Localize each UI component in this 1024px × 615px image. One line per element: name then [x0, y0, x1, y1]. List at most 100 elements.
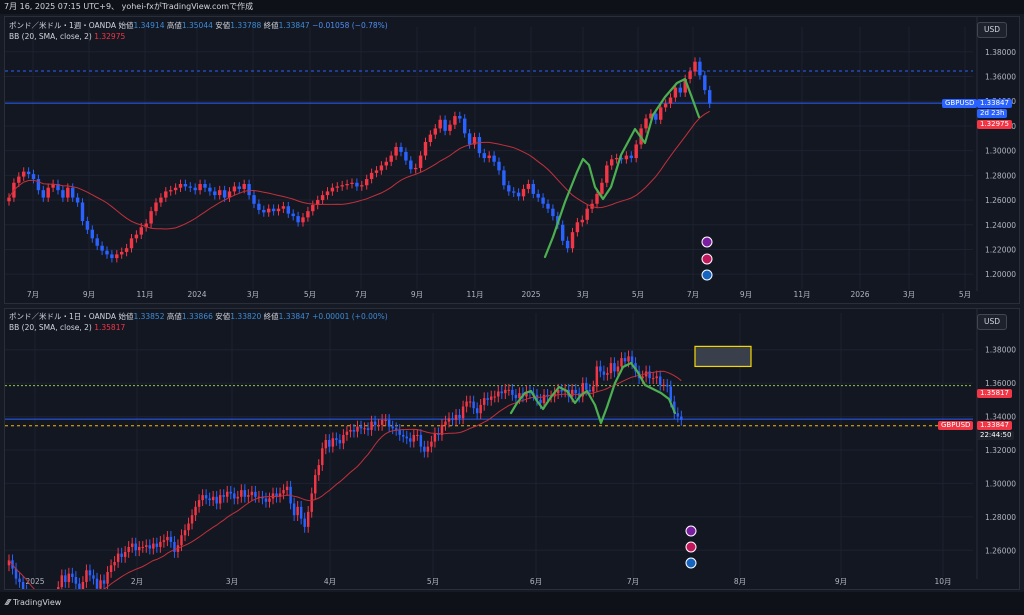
candle-body — [433, 433, 437, 442]
candle-body — [443, 119, 447, 131]
candle-body — [61, 190, 65, 198]
candle-body — [233, 493, 236, 499]
candle-body — [352, 429, 356, 432]
candle-body — [148, 545, 152, 549]
candle-body — [595, 366, 599, 387]
candle-body — [222, 190, 227, 198]
candle-body — [651, 378, 655, 380]
daily-chart-pane[interactable]: 1.38000 1.36000 1.34000 1.32000 1.30000 1.280… — [4, 308, 1020, 590]
candle-body — [663, 103, 668, 108]
weekly-low-label: 安値 — [215, 21, 231, 30]
candle-body — [384, 161, 389, 166]
candle-body — [113, 561, 116, 566]
candle-body — [680, 416, 683, 420]
candle-body — [482, 153, 487, 159]
weekly-low-value: 1.33788 — [230, 21, 262, 30]
y-tick-label: 1.28000 — [985, 513, 1016, 522]
candle-body — [75, 197, 80, 203]
candle-body — [178, 184, 183, 188]
candle-body — [539, 399, 542, 404]
candle-body — [416, 434, 419, 436]
candle-body — [60, 575, 64, 588]
x-tick-label: 7月 — [355, 290, 367, 299]
candle-body — [271, 493, 275, 499]
candle-body — [237, 186, 242, 189]
candle-body — [461, 406, 465, 419]
candle-body — [384, 419, 387, 421]
candle-body — [67, 573, 71, 583]
candle-body — [266, 208, 271, 213]
x-tick-label: 7月 — [27, 290, 39, 299]
x-tick-label: 9月 — [740, 290, 752, 299]
candle-body — [311, 205, 315, 212]
candle-body — [458, 414, 461, 419]
candle-body — [315, 200, 320, 205]
candle-body — [296, 506, 299, 516]
x-tick-label: 8月 — [734, 577, 746, 586]
candle-body — [673, 87, 678, 98]
candle-body — [490, 396, 493, 400]
x-tick-label: 9月 — [83, 290, 95, 299]
candle-body — [658, 376, 662, 385]
x-tick-label: 9月 — [835, 577, 847, 586]
weekly-chart-pane[interactable]: 1.380001.360001.340001.320001.300001.280… — [4, 16, 1020, 304]
candle-body — [412, 434, 416, 442]
candle-body — [405, 436, 408, 439]
candle-body — [299, 506, 303, 519]
candle-body — [644, 118, 648, 129]
candle-body — [551, 208, 555, 217]
y-tick-label: 1.30000 — [985, 147, 1016, 156]
candle-body — [183, 184, 188, 187]
candle-body — [467, 133, 472, 145]
daily-price-tag: 1.33847 — [977, 421, 1012, 430]
candle-body — [507, 389, 511, 391]
candle-body — [173, 541, 176, 552]
candle-body — [350, 182, 354, 184]
candle-body — [575, 222, 580, 233]
candle-body — [328, 439, 331, 447]
lightning-event-icon — [685, 525, 697, 537]
x-tick-label: 3月 — [226, 577, 238, 586]
candle-body — [428, 134, 433, 142]
y-tick-label: 1.34000 — [985, 413, 1016, 422]
candle-body — [276, 208, 281, 212]
tradingview-logo[interactable]: ⁄⁄⁄ TradingView — [6, 598, 61, 607]
weekly-legend: ポンド／米ドル・1週・OANDA 始値1.34914 高値1.35044 安値1… — [9, 20, 388, 42]
daily-symbol-tag: GBPUSD — [938, 421, 974, 430]
candle-body — [14, 568, 18, 579]
candle-body — [310, 493, 313, 512]
candle-body — [105, 250, 109, 255]
candle-body — [154, 202, 158, 212]
currency-button-daily[interactable]: USD — [977, 314, 1007, 330]
candle-body — [218, 495, 222, 504]
chart-header: 7月 16, 2025 07:15 UTC+9、 yohei-fxがTradin… — [0, 0, 1024, 14]
candle-body — [507, 185, 511, 192]
weekly-bb-label: BB (20, SMA, close, 2) — [9, 32, 92, 41]
daily-chart-canvas[interactable]: 1.38000 1.36000 1.34000 1.32000 1.30000 1.280… — [5, 309, 1020, 590]
daily-high-value: 1.33866 — [181, 312, 213, 321]
candle-body — [324, 439, 328, 449]
candle-body — [581, 383, 584, 397]
candle-body — [232, 186, 237, 192]
weekly-open-label: 始値 — [118, 21, 134, 30]
candle-body — [321, 448, 324, 466]
candle-body — [345, 431, 349, 435]
candle-body — [602, 371, 606, 375]
weekly-chart-canvas[interactable]: 1.380001.360001.340001.320001.300001.280… — [5, 17, 1020, 304]
candle-body — [649, 113, 653, 119]
footer: ⁄⁄⁄ TradingView — [0, 592, 1024, 615]
candle-body — [641, 376, 644, 379]
candle-body — [500, 391, 504, 394]
candle-body — [447, 418, 451, 422]
candle-body — [518, 393, 521, 399]
candle-body — [423, 142, 428, 156]
currency-button-weekly[interactable]: USD — [977, 22, 1007, 38]
candle-body — [162, 540, 166, 542]
candle-body — [511, 191, 516, 193]
candle-body — [345, 184, 349, 186]
candle-body — [497, 391, 500, 397]
candle-body — [426, 446, 430, 452]
candle-body — [222, 495, 225, 497]
x-tick-label: 6月 — [530, 577, 542, 586]
candle-body — [85, 570, 88, 583]
